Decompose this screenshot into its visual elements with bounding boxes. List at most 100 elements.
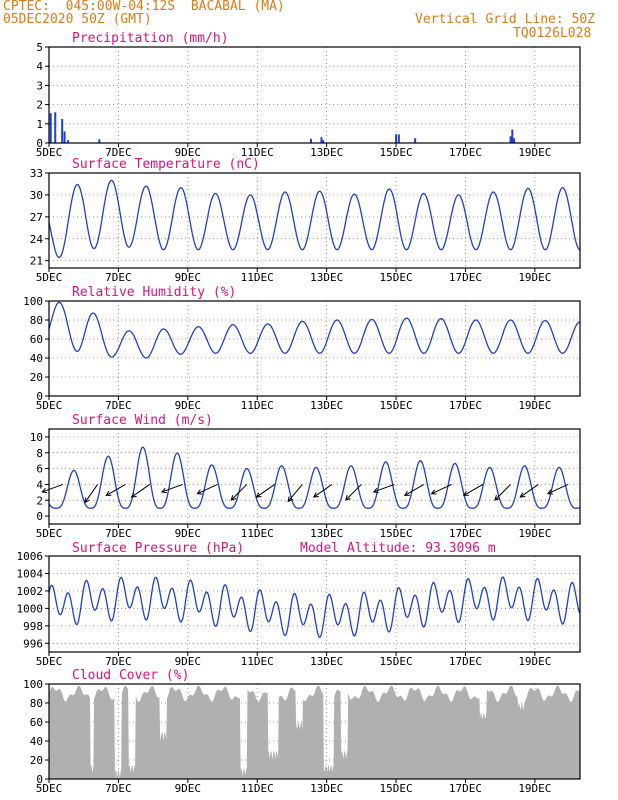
- wind-vector: [42, 483, 64, 493]
- wind-vector-head: [230, 495, 237, 501]
- wind-vector-head: [255, 492, 262, 498]
- x-tick-label: 13DEC: [310, 655, 343, 668]
- x-tick-label: 11DEC: [241, 399, 274, 412]
- x-tick-label: 9DEC: [175, 271, 202, 284]
- wind-vector: [161, 483, 183, 493]
- x-tick-label: 7DEC: [105, 782, 132, 795]
- panel-title: Surface Pressure (hPa): [72, 541, 244, 556]
- x-tick-label: 11DEC: [241, 271, 274, 284]
- header-date: 05DEC2020 50Z (GMT): [3, 12, 152, 27]
- x-tick-label: 11DEC: [241, 146, 274, 159]
- wind-vector: [547, 483, 569, 495]
- y-tick-label: 27: [30, 211, 43, 224]
- precip-bar: [322, 140, 325, 143]
- precip-bar: [395, 134, 398, 143]
- panel-wind: 0 2 4 6 8 10 5DEC 7DEC 9DEC 11DEC 13DEC 15DEC 17DEC 1…: [30, 413, 581, 540]
- x-tick-label: 7DEC: [105, 271, 132, 284]
- header-model: TQ0126L028: [513, 26, 592, 41]
- panel-title: Precipitation (mm/h): [72, 31, 229, 46]
- y-tick-label: 5: [36, 41, 43, 54]
- x-tick-label: 13DEC: [310, 271, 343, 284]
- x-tick-label: 5DEC: [36, 782, 63, 795]
- precip-bar: [98, 139, 101, 143]
- x-tick-label: 7DEC: [105, 655, 132, 668]
- panel-title: Relative Humidity (%): [72, 285, 236, 300]
- x-tick-label: 7DEC: [105, 527, 132, 540]
- y-tick-label: 60: [30, 333, 43, 346]
- y-tick-label: 4: [36, 478, 43, 491]
- precip-bar: [54, 112, 57, 143]
- wind-vector: [256, 484, 275, 498]
- panel-frame: [48, 428, 581, 525]
- x-tick-label: 15DEC: [379, 146, 412, 159]
- wind-vector: [463, 483, 484, 496]
- panel-frame: [48, 683, 581, 780]
- wind-vector: [106, 483, 126, 496]
- y-tick-label: 2: [36, 99, 43, 112]
- wind-vector-head: [196, 489, 203, 495]
- x-tick-label: 9DEC: [175, 399, 202, 412]
- wind-vector-head: [494, 495, 500, 501]
- pressure-series: [49, 576, 580, 639]
- wind-vector: [287, 484, 303, 502]
- panel-frame: [48, 555, 581, 653]
- x-tick-label: 13DEC: [310, 146, 343, 159]
- panel-temperature: 21 24 27 30 33 5DEC 7DEC 9DEC 11DEC 13DEC 15DEC 17D…: [30, 157, 581, 284]
- x-tick-label: 19DEC: [518, 399, 551, 412]
- panel-title: Surface Temperature (nC): [72, 157, 260, 172]
- wind-vector-head: [430, 489, 437, 495]
- wind-series: [49, 446, 580, 509]
- x-tick-label: 15DEC: [379, 527, 412, 540]
- y-tick-label: 1: [36, 118, 43, 131]
- y-tick-label: 100: [23, 295, 43, 308]
- wind-vector: [313, 484, 333, 498]
- y-tick-label: 1002: [17, 585, 44, 598]
- x-tick-label: 17DEC: [449, 271, 482, 284]
- x-tick-label: 11DEC: [241, 527, 274, 540]
- y-tick-label: 100: [23, 678, 43, 691]
- y-tick-label: 40: [30, 735, 43, 748]
- y-tick-label: 60: [30, 716, 43, 729]
- x-tick-label: 13DEC: [310, 782, 343, 795]
- wind-vector-head: [41, 487, 48, 494]
- x-tick-label: 5DEC: [36, 655, 63, 668]
- y-tick-label: 20: [30, 371, 43, 384]
- panel-frame: [48, 46, 581, 144]
- wind-vector: [230, 484, 248, 501]
- x-tick-label: 17DEC: [449, 399, 482, 412]
- panel-annotation: Model Altitude: 93.3096 m: [300, 541, 496, 556]
- x-tick-label: 11DEC: [241, 655, 274, 668]
- wind-vector: [404, 483, 425, 496]
- y-tick-label: 0: [36, 390, 43, 403]
- y-tick-label: 1004: [17, 567, 44, 580]
- precip-bar: [414, 138, 417, 143]
- wind-vector-head: [546, 489, 553, 495]
- x-tick-label: 19DEC: [518, 271, 551, 284]
- wind-vector-head: [345, 495, 351, 501]
- x-tick-label: 5DEC: [36, 271, 63, 284]
- wind-vector: [494, 484, 511, 501]
- wind-vector-head: [160, 487, 167, 494]
- y-tick-label: 0: [36, 137, 43, 150]
- precip-bar: [67, 140, 70, 143]
- precip-bar: [397, 134, 400, 143]
- wind-vector-head: [403, 490, 410, 496]
- y-tick-label: 80: [30, 697, 43, 710]
- panel-title: Cloud Cover (%): [72, 668, 189, 683]
- y-tick-label: 2: [36, 494, 43, 507]
- x-tick-label: 5DEC: [36, 527, 63, 540]
- precip-bar: [49, 113, 52, 143]
- x-tick-label: 19DEC: [518, 655, 551, 668]
- y-tick-label: 10: [30, 431, 43, 444]
- y-tick-label: 0: [36, 510, 43, 523]
- x-tick-label: 19DEC: [518, 146, 551, 159]
- y-tick-label: 80: [30, 314, 43, 327]
- wind-vector-head: [312, 492, 319, 498]
- wind-vector: [197, 483, 218, 495]
- temperature-series: [49, 179, 580, 259]
- humidity-series: [49, 301, 580, 359]
- wind-vector-head: [372, 487, 379, 494]
- panel-frame: [48, 300, 581, 397]
- y-tick-label: 20: [30, 754, 43, 767]
